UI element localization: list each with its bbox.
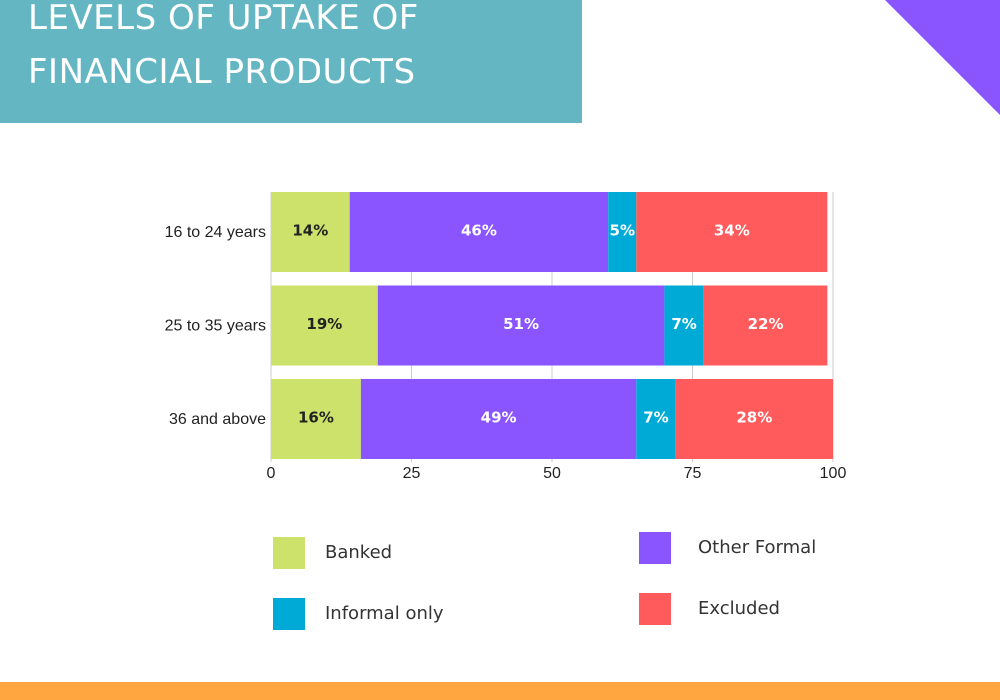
legend-swatch-banked	[273, 537, 305, 569]
bar-segment	[608, 192, 637, 272]
category-label: 36 and above	[169, 411, 266, 428]
legend-swatch-other-formal	[639, 532, 671, 564]
category-label: 25 to 35 years	[165, 318, 266, 335]
x-tick-label: 0	[267, 465, 276, 482]
bar-segment	[360, 379, 637, 459]
bar-segment	[664, 285, 704, 366]
x-tick-label: 75	[684, 465, 702, 482]
x-tick-label: 25	[403, 465, 421, 482]
page-title-line-1: LEVELS OF UPTAKE OF	[28, 0, 419, 38]
page-title-line-2: FINANCIAL PRODUCTS	[28, 52, 416, 92]
category-label: 16 to 24 years	[165, 224, 266, 241]
data-label: 46%	[461, 222, 497, 240]
legend-label-excluded: Excluded	[698, 598, 780, 619]
data-label: 14%	[292, 222, 328, 240]
data-label: 22%	[748, 315, 784, 333]
data-label: 16%	[298, 409, 334, 427]
corner-accent	[885, 0, 1000, 115]
bar-segment	[675, 379, 833, 459]
data-label: 34%	[714, 222, 750, 240]
legend-label-informal-only: Informal only	[325, 603, 444, 624]
x-tick-label: 100	[820, 465, 847, 482]
legend-label-banked: Banked	[325, 542, 393, 563]
title-banner: LEVELS OF UPTAKE OF FINANCIAL PRODUCTS	[0, 0, 582, 123]
bar-segment	[271, 379, 361, 459]
data-label: 51%	[503, 315, 539, 333]
legend-swatch-excluded	[639, 593, 671, 625]
data-label: 7%	[671, 315, 696, 333]
bar-segment	[636, 379, 676, 459]
data-label: 19%	[306, 315, 342, 333]
data-label: 28%	[736, 409, 772, 427]
bar-segment	[349, 192, 609, 272]
data-label: 7%	[643, 409, 668, 427]
bar-segment	[636, 192, 828, 272]
bar-segment	[377, 285, 665, 366]
bar-segment	[703, 285, 828, 366]
bar-segment	[271, 285, 378, 366]
bottom-accent-bar	[0, 682, 1000, 700]
legend-label-other-formal: Other Formal	[698, 537, 817, 558]
bar-segment	[271, 192, 350, 272]
data-label: 5%	[610, 222, 635, 240]
legend-swatch-informal-only	[273, 598, 305, 630]
x-tick-label: 50	[543, 465, 561, 482]
data-label: 49%	[481, 409, 517, 427]
